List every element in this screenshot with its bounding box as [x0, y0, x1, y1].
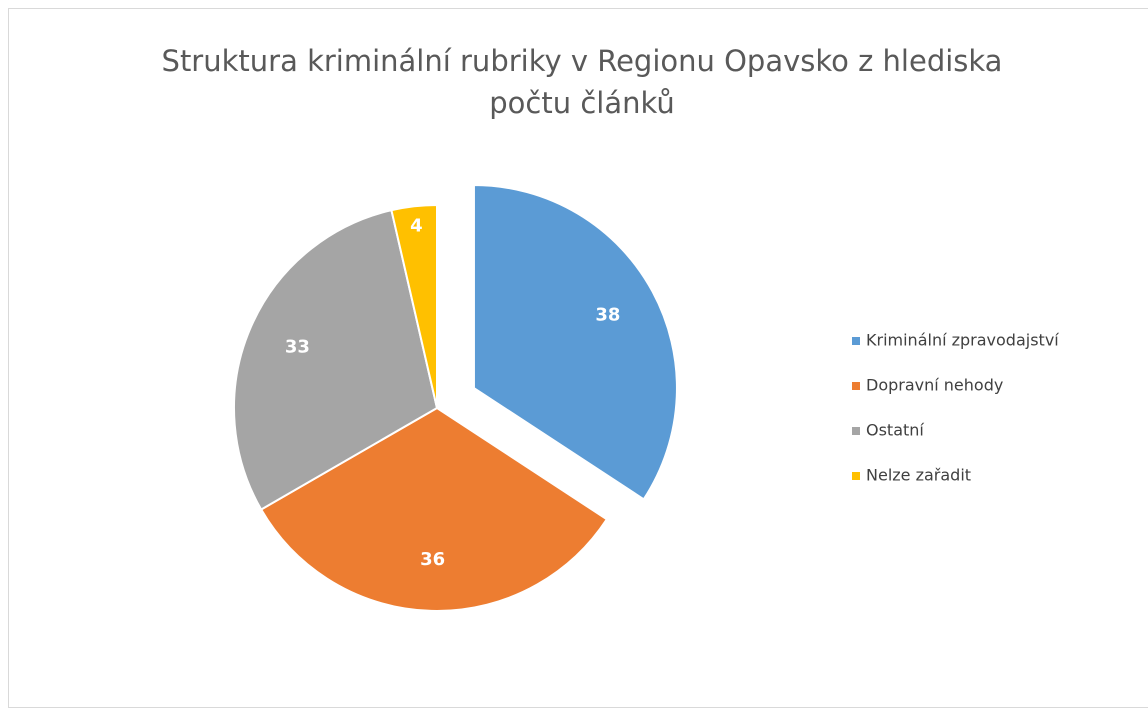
legend-label: Nelze zařadit [866, 466, 971, 485]
data-label: 33 [285, 336, 310, 357]
pie-slice [472, 184, 678, 501]
legend-label: Ostatní [866, 421, 924, 440]
chart: 38 36 33 4 Kriminální zpravodajství Dopravní … [233, 184, 1059, 612]
data-label: 4 [410, 215, 423, 236]
legend-swatch [852, 472, 860, 480]
legend-swatch [852, 382, 860, 390]
data-label: 38 [595, 305, 620, 326]
chart-title: Struktura kriminální rubriky v Regionu O… [161, 44, 1003, 120]
page: Struktura kriminální rubriky v Regionu O… [8, 8, 1148, 708]
pie-slice [233, 208, 439, 511]
legend-label: Dopravní nehody [866, 376, 1003, 395]
data-label: 36 [420, 549, 445, 570]
legend-swatch [852, 427, 860, 435]
pie-slice [390, 203, 438, 409]
legend-swatch [852, 337, 860, 345]
legend-label: Kriminální zpravodajství [866, 331, 1059, 350]
pie-slice [259, 406, 609, 612]
